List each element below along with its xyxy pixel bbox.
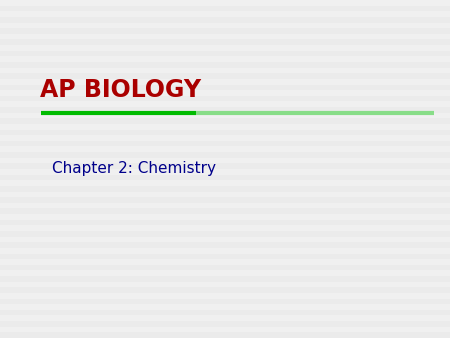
Bar [0, 276, 450, 282]
Bar [0, 310, 450, 315]
Bar [0, 254, 450, 259]
Bar [0, 231, 450, 237]
Bar [0, 84, 450, 90]
Bar [0, 73, 450, 79]
Bar [0, 332, 450, 338]
Bar [0, 118, 450, 124]
Bar [0, 96, 450, 101]
Bar [0, 62, 450, 68]
Bar [0, 287, 450, 293]
Bar [0, 321, 450, 327]
Bar [0, 197, 450, 203]
Bar [0, 152, 450, 158]
Bar [0, 40, 450, 45]
Bar [0, 209, 450, 214]
Bar [0, 107, 450, 113]
Bar [0, 298, 450, 304]
Bar [0, 28, 450, 34]
Text: AP BIOLOGY: AP BIOLOGY [40, 77, 202, 102]
Bar [0, 220, 450, 225]
Bar [0, 163, 450, 169]
Bar [0, 242, 450, 248]
Text: Chapter 2: Chemistry: Chapter 2: Chemistry [52, 162, 216, 176]
Bar [0, 51, 450, 56]
Bar [0, 141, 450, 146]
Bar [0, 17, 450, 23]
Bar [0, 265, 450, 270]
Bar [0, 175, 450, 180]
Bar [0, 186, 450, 192]
Bar [0, 129, 450, 135]
Bar [0, 6, 450, 11]
